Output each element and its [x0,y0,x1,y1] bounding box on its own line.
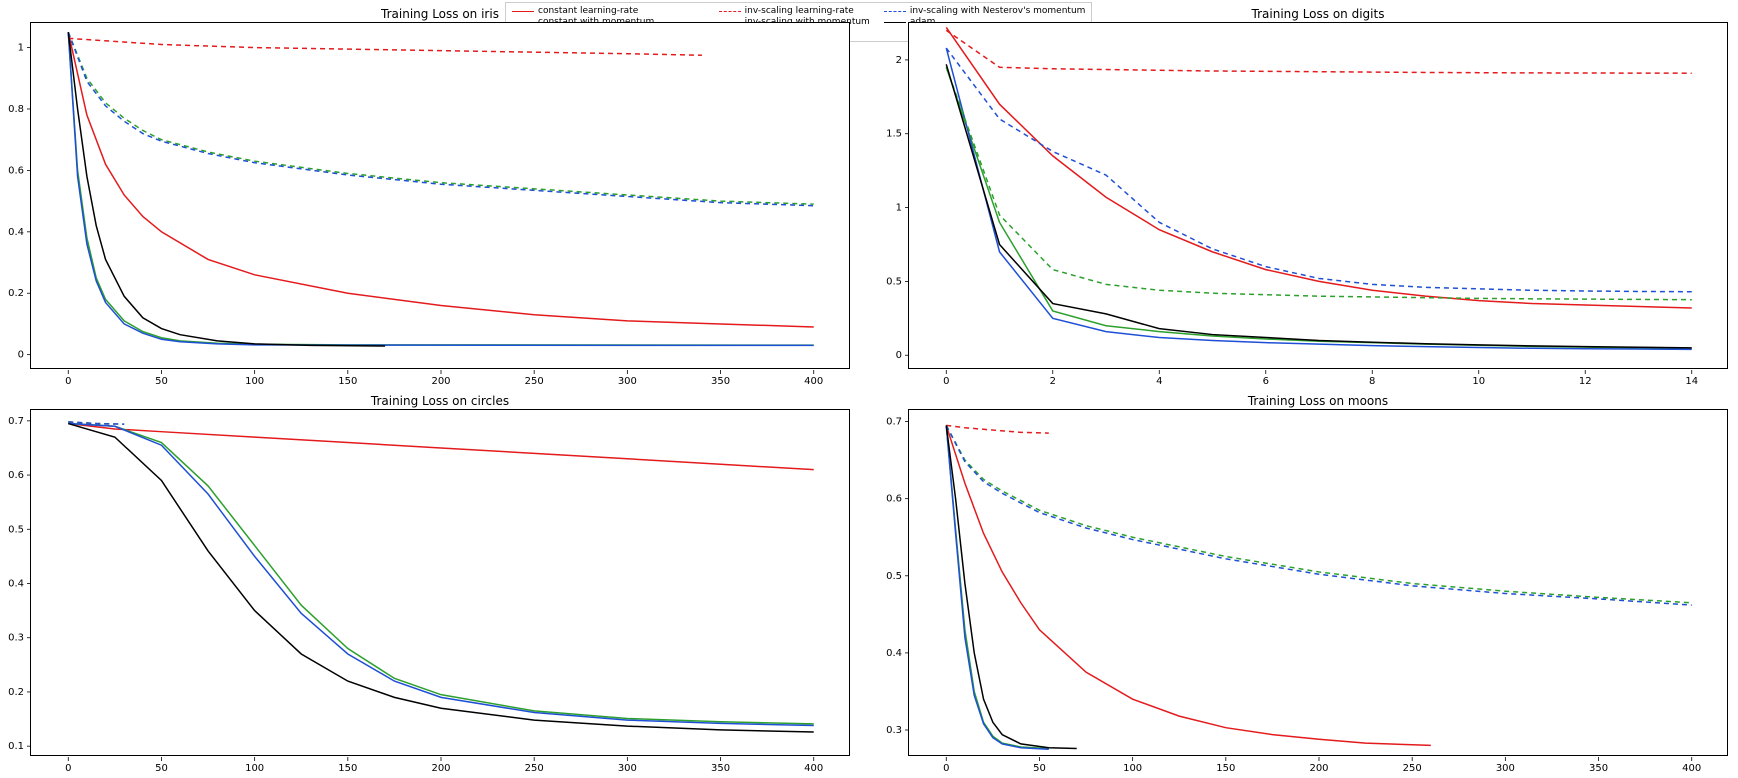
series-inv_nest [68,32,813,206]
series-constant_lr [946,27,1691,308]
series-constant_mom [68,32,813,345]
plot-area: 0501001502002503003504000.10.20.30.40.50… [31,410,851,757]
y-tick-label: 0.4 [886,648,902,659]
series-inv_mom [946,425,1691,602]
series-inv_lr [946,30,1691,73]
x-tick-label: 350 [1589,763,1608,774]
subplot-1: Training Loss on digits0246810121400.511… [908,22,1728,369]
y-tick-label: 0.2 [8,687,24,698]
x-tick-label: 4 [1156,376,1162,387]
y-tick-label: 0.3 [886,725,902,736]
x-tick-label: 50 [155,376,168,387]
y-tick-label: 2 [896,55,902,66]
y-tick-label: 0.5 [886,276,902,287]
series-inv_nest [946,48,1691,292]
y-tick-label: 1 [896,203,902,214]
series-inv_lr [946,425,1049,433]
x-tick-label: 150 [1216,763,1235,774]
series-inv_nest [946,425,1691,605]
y-tick-label: 0.4 [8,227,24,238]
x-tick-label: 150 [338,763,357,774]
series-constant_lr [946,425,1431,745]
series-inv_lr [68,38,702,55]
subplot-2: Training Loss on circles0501001502002503… [30,409,850,756]
y-tick-label: 0.7 [8,416,24,427]
x-tick-label: 100 [245,376,264,387]
x-tick-label: 8 [1369,376,1375,387]
x-tick-label: 0 [65,763,71,774]
y-tick-label: 0 [896,350,902,361]
x-tick-label: 200 [431,763,450,774]
y-tick-label: 0.2 [8,288,24,299]
subplot-0: Training Loss on iris0501001502002503003… [30,22,850,369]
subplot-title: Training Loss on circles [31,394,849,408]
series-constant_mom [946,67,1691,348]
y-tick-label: 0.6 [8,165,24,176]
y-tick-label: 1.5 [886,129,902,140]
x-tick-label: 350 [711,376,730,387]
subplot-title: Training Loss on moons [909,394,1727,408]
y-tick-label: 0.3 [8,633,24,644]
x-tick-label: 300 [618,763,637,774]
x-tick-label: 300 [618,376,637,387]
x-tick-label: 6 [1263,376,1269,387]
x-tick-label: 0 [943,763,949,774]
plot-area: 0501001502002503003504000.30.40.50.60.7 [909,410,1729,757]
x-tick-label: 14 [1685,376,1698,387]
subplot-title: Training Loss on digits [909,7,1727,21]
y-tick-label: 0.4 [8,579,24,590]
series-adam [68,424,813,733]
y-tick-label: 0.7 [886,417,902,428]
x-tick-label: 200 [431,376,450,387]
series-constant_lr [68,424,813,470]
x-tick-label: 12 [1579,376,1592,387]
series-inv_mom [946,67,1691,299]
x-tick-label: 50 [155,763,168,774]
x-tick-label: 0 [943,376,949,387]
subplot-3: Training Loss on moons050100150200250300… [908,409,1728,756]
figure: constant learning-rateinv-scaling learni… [0,0,1738,778]
x-tick-label: 250 [1403,763,1422,774]
x-tick-label: 50 [1033,763,1046,774]
series-constant_mom [68,424,813,724]
y-tick-label: 0 [18,350,24,361]
series-inv_mom [68,32,813,204]
series-constant_nest [68,32,813,345]
x-tick-label: 2 [1050,376,1056,387]
x-tick-label: 200 [1309,763,1328,774]
y-tick-label: 0.6 [886,494,902,505]
y-tick-label: 0.5 [8,524,24,535]
x-tick-label: 250 [525,763,544,774]
x-tick-label: 10 [1472,376,1485,387]
y-tick-label: 0.6 [8,470,24,481]
subplot-title: Training Loss on iris [31,7,849,21]
series-constant_nest [68,424,813,726]
x-tick-label: 400 [804,376,823,387]
x-tick-label: 400 [1682,763,1701,774]
plot-area: 0246810121400.511.52 [909,23,1729,370]
plot-area: 05010015020025030035040000.20.40.60.81 [31,23,851,370]
x-tick-label: 100 [1123,763,1142,774]
y-tick-label: 1 [18,43,24,54]
x-tick-label: 400 [804,763,823,774]
legend-swatch-icon [884,11,906,12]
x-tick-label: 350 [711,763,730,774]
series-adam [68,32,385,346]
x-tick-label: 100 [245,763,264,774]
legend-swatch-icon [884,22,906,23]
y-tick-label: 0.1 [8,741,24,752]
y-tick-label: 0.8 [8,104,24,115]
series-constant_lr [68,32,813,327]
x-tick-label: 0 [65,376,71,387]
x-tick-label: 300 [1496,763,1515,774]
x-tick-label: 250 [525,376,544,387]
x-tick-label: 150 [338,376,357,387]
y-tick-label: 0.5 [886,571,902,582]
